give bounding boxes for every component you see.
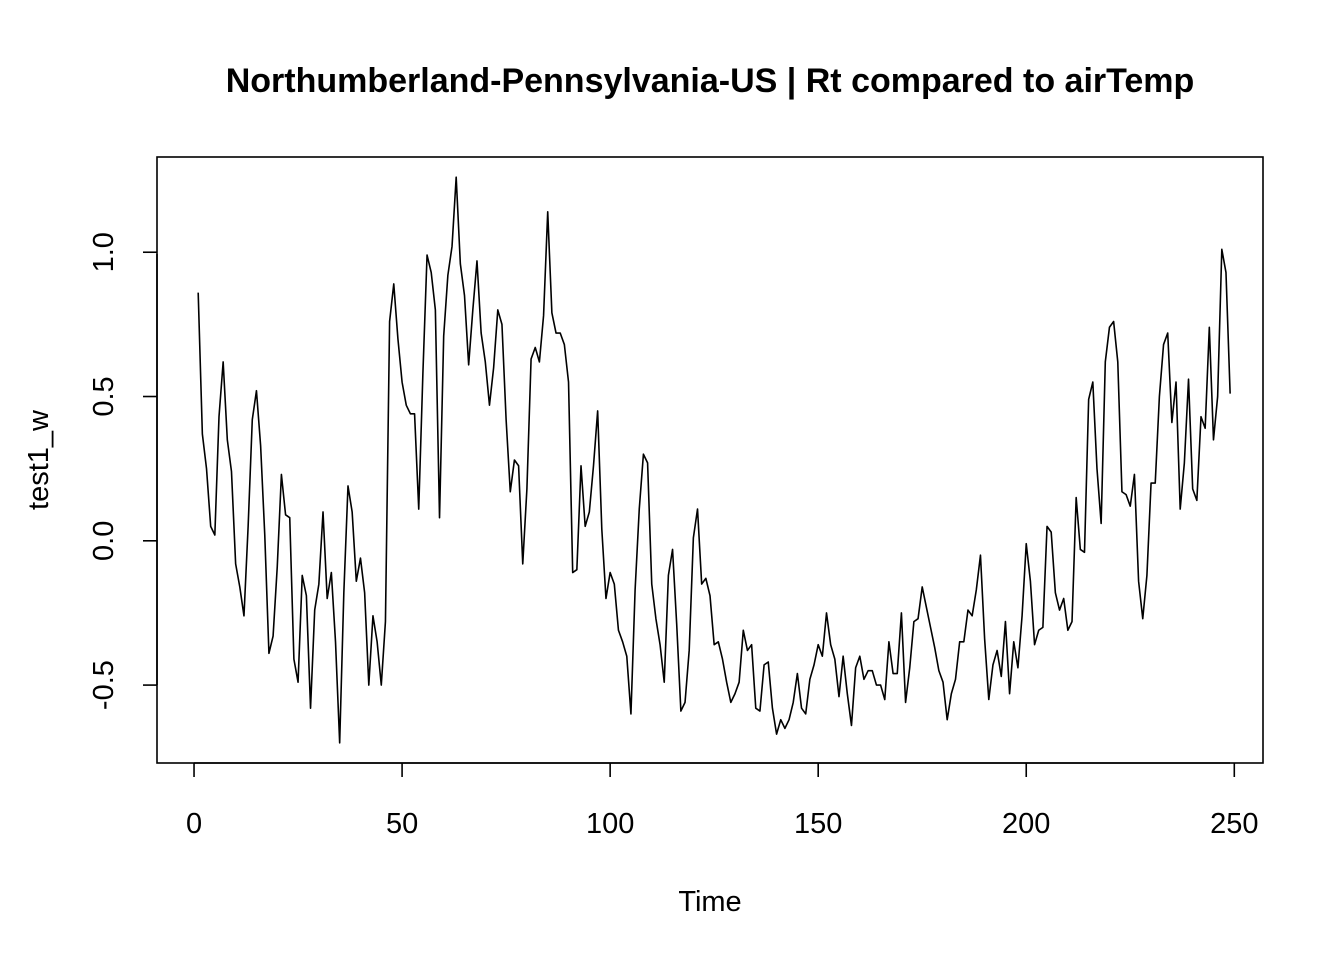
x-tick-label: 100: [586, 808, 634, 840]
y-tick-label: 1.0: [88, 232, 120, 272]
y-tick-label: 0.5: [88, 376, 120, 416]
y-axis: -0.5 0.0 0.5 1.0: [88, 232, 158, 710]
x-tick-label: 200: [1002, 808, 1050, 840]
y-ticks: -0.5 0.0 0.5 1.0: [88, 232, 157, 710]
x-tick-label: 50: [386, 808, 418, 840]
x-axis: 0 50 100 150 200 250: [186, 762, 1258, 840]
series-line: [197, 176, 1231, 744]
y-tick-label: -0.5: [88, 660, 120, 710]
x-axis-label: Time: [678, 886, 741, 918]
x-tick-label: 250: [1210, 808, 1258, 840]
series-layer: [197, 176, 1231, 744]
y-axis-label: test1_w: [23, 409, 55, 510]
x-tick-label: 150: [794, 808, 842, 840]
y-tick-label: 0.0: [88, 521, 120, 561]
x-ticks: 0 50 100 150 200 250: [186, 763, 1258, 840]
chart-title: Northumberland-Pennsylvania-US | Rt comp…: [226, 62, 1195, 100]
x-tick-label: 0: [186, 808, 202, 840]
